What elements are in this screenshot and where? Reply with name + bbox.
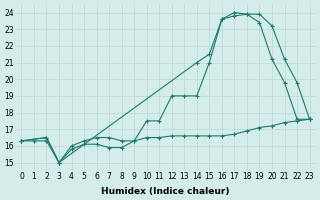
X-axis label: Humidex (Indice chaleur): Humidex (Indice chaleur) (101, 187, 230, 196)
